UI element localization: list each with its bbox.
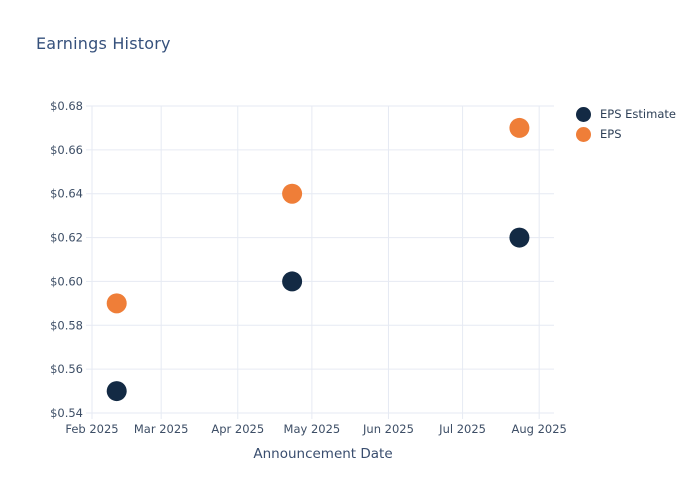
point-eps[interactable] xyxy=(282,183,303,204)
x-tick-label: May 2025 xyxy=(284,422,341,436)
legend: EPS Estimate EPS xyxy=(576,104,676,144)
x-tick-label: Aug 2025 xyxy=(511,422,566,436)
point-eps[interactable] xyxy=(509,117,530,138)
point-eps-estimate[interactable] xyxy=(106,381,127,402)
chart-title: Earnings History xyxy=(36,34,171,53)
legend-item-eps-estimate[interactable]: EPS Estimate xyxy=(576,104,676,124)
y-tick-label: $0.66 xyxy=(50,143,83,157)
y-tick-label: $0.58 xyxy=(50,318,83,332)
eps-marker-icon xyxy=(576,126,591,142)
x-tick-label: Apr 2025 xyxy=(211,422,264,436)
y-tick-label: $0.56 xyxy=(50,362,83,376)
legend-label-eps: EPS xyxy=(600,127,622,141)
point-eps-estimate[interactable] xyxy=(282,271,303,292)
eps-estimate-marker-icon xyxy=(576,106,591,122)
x-axis-title: Announcement Date xyxy=(253,446,393,462)
legend-item-eps[interactable]: EPS xyxy=(576,124,676,144)
y-tick-label: $0.54 xyxy=(50,406,83,420)
point-eps[interactable] xyxy=(106,293,127,314)
y-tick-label: $0.64 xyxy=(50,187,83,201)
y-tick-label: $0.60 xyxy=(50,274,83,288)
point-eps-estimate[interactable] xyxy=(509,227,530,248)
y-tick-label: $0.62 xyxy=(50,231,83,245)
legend-label-eps-estimate: EPS Estimate xyxy=(600,107,676,121)
x-tick-label: Jun 2025 xyxy=(362,422,414,436)
x-tick-label: Jul 2025 xyxy=(438,422,486,436)
y-tick-label: $0.68 xyxy=(50,99,83,113)
x-tick-label: Feb 2025 xyxy=(65,422,118,436)
x-tick-label: Mar 2025 xyxy=(134,422,189,436)
